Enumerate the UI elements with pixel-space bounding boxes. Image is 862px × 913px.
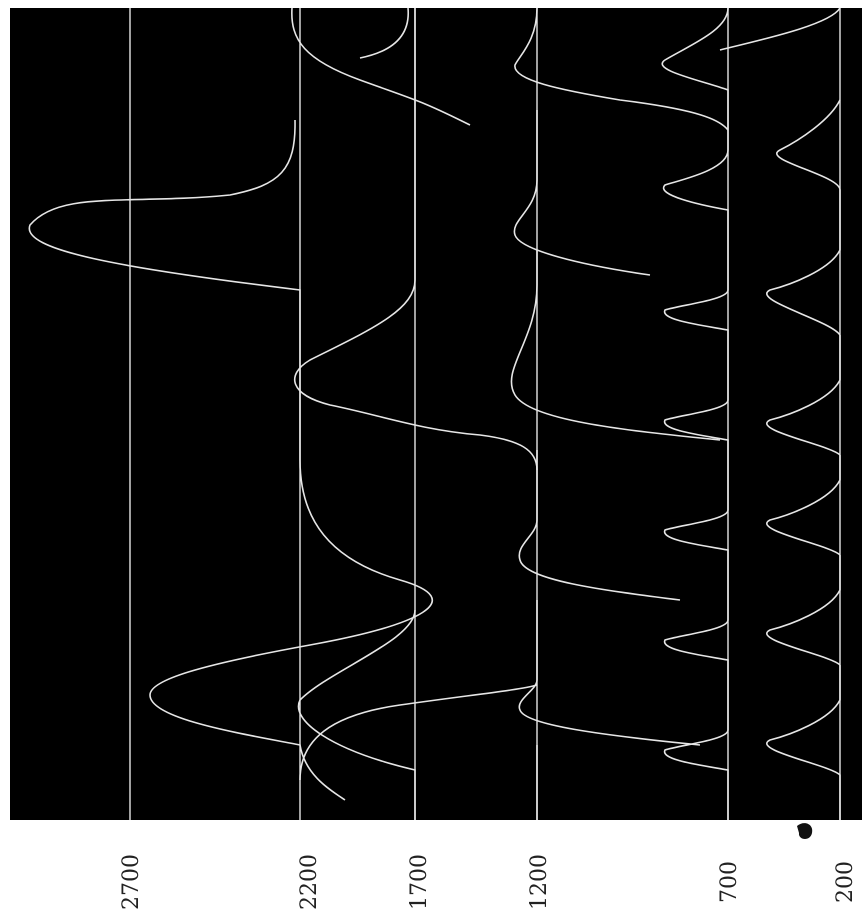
trace-700 bbox=[661, 7, 729, 820]
trace-200 bbox=[719, 7, 841, 820]
ink-mark-icon bbox=[797, 823, 813, 840]
tick-label-200: 200 bbox=[833, 861, 858, 903]
trace-2200 bbox=[28, 7, 471, 801]
tick-label-1200: 1200 bbox=[527, 854, 552, 910]
trace-1200 bbox=[510, 7, 729, 820]
tick-label-2200: 2200 bbox=[297, 854, 322, 910]
tick-label-1700: 1700 bbox=[407, 854, 432, 910]
plot-background bbox=[10, 8, 862, 820]
trace-1700 bbox=[293, 7, 538, 820]
tick-label-700: 700 bbox=[717, 861, 742, 903]
tick-labels: 2700 2200 1700 1200 700 200 bbox=[119, 854, 858, 910]
tick-label-2700: 2700 bbox=[119, 854, 144, 910]
signal-traces bbox=[28, 7, 841, 820]
